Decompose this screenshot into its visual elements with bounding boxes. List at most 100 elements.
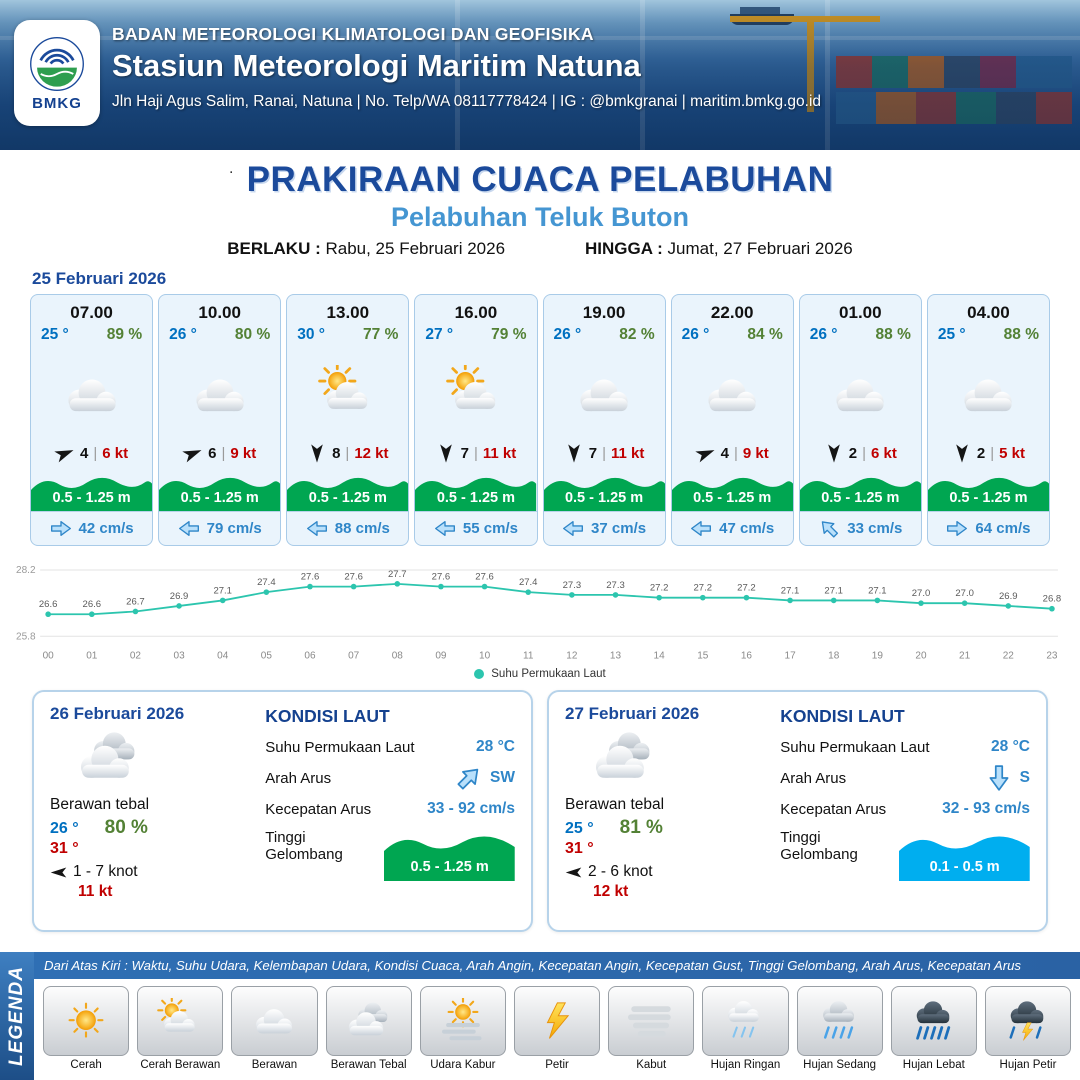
day-card: 26 Februari 2026 Berawan tebal 26 ° 80 % …	[32, 690, 533, 933]
wind-gust: 9 kt	[230, 445, 257, 462]
current-direction-icon	[988, 764, 1010, 792]
current-direction-icon	[690, 520, 712, 537]
svg-text:26.9: 26.9	[170, 591, 189, 602]
forecast-card: 16.00 27 ° 79 % 7 | 11 kt 0.5 - 1.25 m 55 c…	[414, 294, 538, 546]
legend-item: Petir	[513, 986, 601, 1073]
svg-text:27.6: 27.6	[475, 572, 494, 583]
svg-text:05: 05	[261, 650, 273, 661]
stray-mark: .	[229, 160, 234, 177]
humidity: 88 %	[1003, 326, 1039, 343]
forecast-time: 07.00	[70, 303, 113, 322]
svg-text:01: 01	[86, 650, 98, 661]
air-temperature: 26 °	[553, 326, 582, 343]
kabut-icon	[608, 986, 695, 1056]
air-temperature: 30 °	[297, 326, 325, 343]
legend-item-label: Kabut	[636, 1059, 667, 1071]
wave-height-label: Tinggi Gelombang	[780, 829, 858, 864]
wind-value: 7	[588, 445, 598, 462]
svg-text:28.2: 28.2	[16, 565, 36, 576]
wind-row: 2 | 6 kt	[800, 444, 921, 469]
bmkg-logo-icon	[30, 36, 84, 91]
wave-height-band: 0.5 - 1.25 m	[415, 469, 537, 511]
wind-value: 2	[848, 445, 858, 462]
current-row: 42 cm/s	[31, 511, 153, 545]
sst-label: Suhu Permukaan Laut	[265, 738, 415, 756]
current-direction-icon	[815, 515, 843, 543]
humidity: 84 %	[747, 326, 783, 343]
svg-text:27.0: 27.0	[955, 588, 974, 599]
humidity: 81 %	[619, 817, 663, 839]
contact-line: Jln Haji Agus Salim, Ranai, Natuna | No.…	[112, 93, 822, 110]
humidity: 80 %	[234, 326, 271, 343]
hujan-ringan-icon	[702, 986, 789, 1056]
wind-row: 7 | 11 kt	[415, 444, 536, 469]
current-row: 79 cm/s	[159, 511, 281, 545]
wave-height-band: 0.5 - 1.25 m	[159, 469, 281, 511]
svg-text:27.3: 27.3	[606, 580, 625, 591]
svg-text:21: 21	[959, 650, 971, 661]
svg-text:27.4: 27.4	[257, 577, 276, 588]
humidity: 79 %	[491, 326, 527, 343]
wind-direction-icon	[310, 444, 325, 464]
wave-height-band: 0.5 - 1.25 m	[671, 469, 793, 511]
weather-icon	[287, 344, 408, 445]
current-row: 37 cm/s	[543, 511, 665, 545]
wave-height-band: 0.5 - 1.25 m	[543, 469, 665, 511]
air-temperature: 25 °	[41, 326, 69, 343]
wind-gust: 11 kt	[78, 883, 113, 901]
humidity: 82 %	[619, 326, 655, 343]
humidity: 80 %	[104, 817, 148, 839]
header: BMKG BADAN METEOROLOGI KLIMATOLOGI DAN G…	[0, 0, 1080, 150]
day-date: 26 Februari 2026	[50, 704, 185, 724]
humidity: 77 %	[363, 326, 399, 343]
legend-item-label: Cerah	[70, 1059, 102, 1071]
wind-direction-icon	[50, 866, 67, 879]
svg-text:15: 15	[697, 650, 709, 661]
forecast-time: 22.00	[710, 303, 754, 322]
current-direction-value: SW	[490, 769, 515, 787]
svg-text:18: 18	[828, 650, 840, 661]
wind-gust: 12 kt	[593, 883, 629, 901]
legend-item-label: Cerah Berawan	[140, 1059, 221, 1071]
wave-height: 0.5 - 1.25 m	[180, 490, 259, 506]
window-frame	[825, 0, 830, 150]
bmkg-logo-text: BMKG	[32, 94, 82, 112]
container-stack	[836, 92, 1072, 124]
wave-height-band: 0.5 - 1.25 m	[31, 469, 153, 511]
wind-value: 2	[976, 445, 986, 462]
cerah-berawan-icon	[137, 986, 224, 1056]
current-direction-value: S	[1019, 769, 1030, 787]
svg-text:27.1: 27.1	[868, 585, 887, 596]
wind-direction-icon	[954, 444, 969, 464]
current-direction-icon	[306, 520, 328, 537]
separator: |	[602, 445, 606, 462]
current-speed: 47 cm/s	[719, 520, 775, 537]
svg-text:27.7: 27.7	[388, 569, 407, 580]
svg-text:26.9: 26.9	[999, 591, 1018, 602]
wave-height-label: Tinggi Gelombang	[265, 829, 343, 864]
current-speed: 64 cm/s	[975, 520, 1031, 537]
legend-title-strip: LEGENDA	[0, 952, 34, 1080]
temp-max: 31 °	[50, 840, 79, 858]
svg-text:26.6: 26.6	[83, 599, 102, 610]
forecast-card: 07.00 25 ° 89 % 4 | 6 kt 0.5 - 1.25 m 42 cm…	[30, 294, 154, 546]
forecast-date: 25 Februari 2026	[32, 269, 167, 288]
svg-text:04: 04	[217, 650, 229, 661]
weather-icon	[544, 344, 665, 445]
forecast-card: 22.00 26 ° 84 % 4 | 9 kt 0.5 - 1.25 m 47 cm…	[670, 294, 794, 546]
svg-text:16: 16	[741, 650, 753, 661]
legend-item: Berawan Tebal	[325, 986, 412, 1073]
wind-direction-icon	[53, 443, 77, 464]
wave-height-band: 0.5 - 1.25 m	[799, 469, 921, 511]
legend-item-label: Hujan Sedang	[803, 1059, 877, 1071]
svg-text:27.6: 27.6	[432, 572, 451, 583]
weather-icon	[31, 344, 152, 445]
wind-row: 7 | 11 kt	[544, 444, 665, 469]
svg-text:27.3: 27.3	[563, 580, 582, 591]
svg-text:06: 06	[304, 650, 316, 661]
title-section: . PRAKIRAAN CUACA PELABUHAN Pelabuhan Te…	[0, 150, 1080, 259]
petir-icon	[513, 986, 601, 1056]
air-temperature: 26 °	[169, 326, 197, 343]
current-speed: 79 cm/s	[206, 520, 262, 537]
legend-item-label: Hujan Lebat	[902, 1059, 965, 1071]
